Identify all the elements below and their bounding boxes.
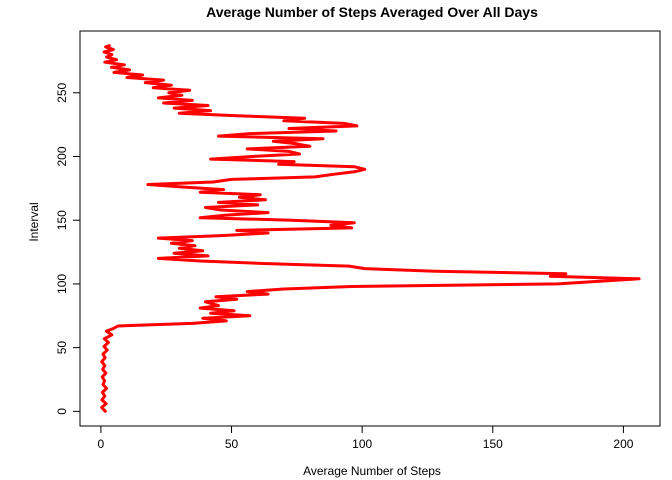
chart-title: Average Number of Steps Averaged Over Al… [206, 4, 538, 20]
y-tick-label: 50 [55, 341, 69, 355]
y-tick-label: 150 [55, 210, 69, 230]
plot-frame [79, 30, 661, 427]
series-layer [100, 44, 641, 413]
x-axis: 0 50 100 150 200 [98, 425, 634, 451]
x-axis-label: Average Number of Steps [303, 464, 441, 478]
y-axis-label: Interval [27, 202, 41, 241]
y-tick-label: 200 [55, 146, 69, 166]
y-tick-label: 250 [55, 82, 69, 102]
y-tick-label: 0 [55, 408, 69, 415]
x-tick-label: 0 [98, 437, 105, 451]
series-line [100, 44, 641, 413]
x-tick-label: 200 [613, 437, 633, 451]
x-tick-label: 50 [225, 437, 239, 451]
y-tick-label: 100 [55, 274, 69, 294]
y-axis: 0 50 100 150 200 250 [55, 82, 81, 415]
x-tick-label: 150 [483, 437, 503, 451]
x-tick-label: 100 [352, 437, 372, 451]
